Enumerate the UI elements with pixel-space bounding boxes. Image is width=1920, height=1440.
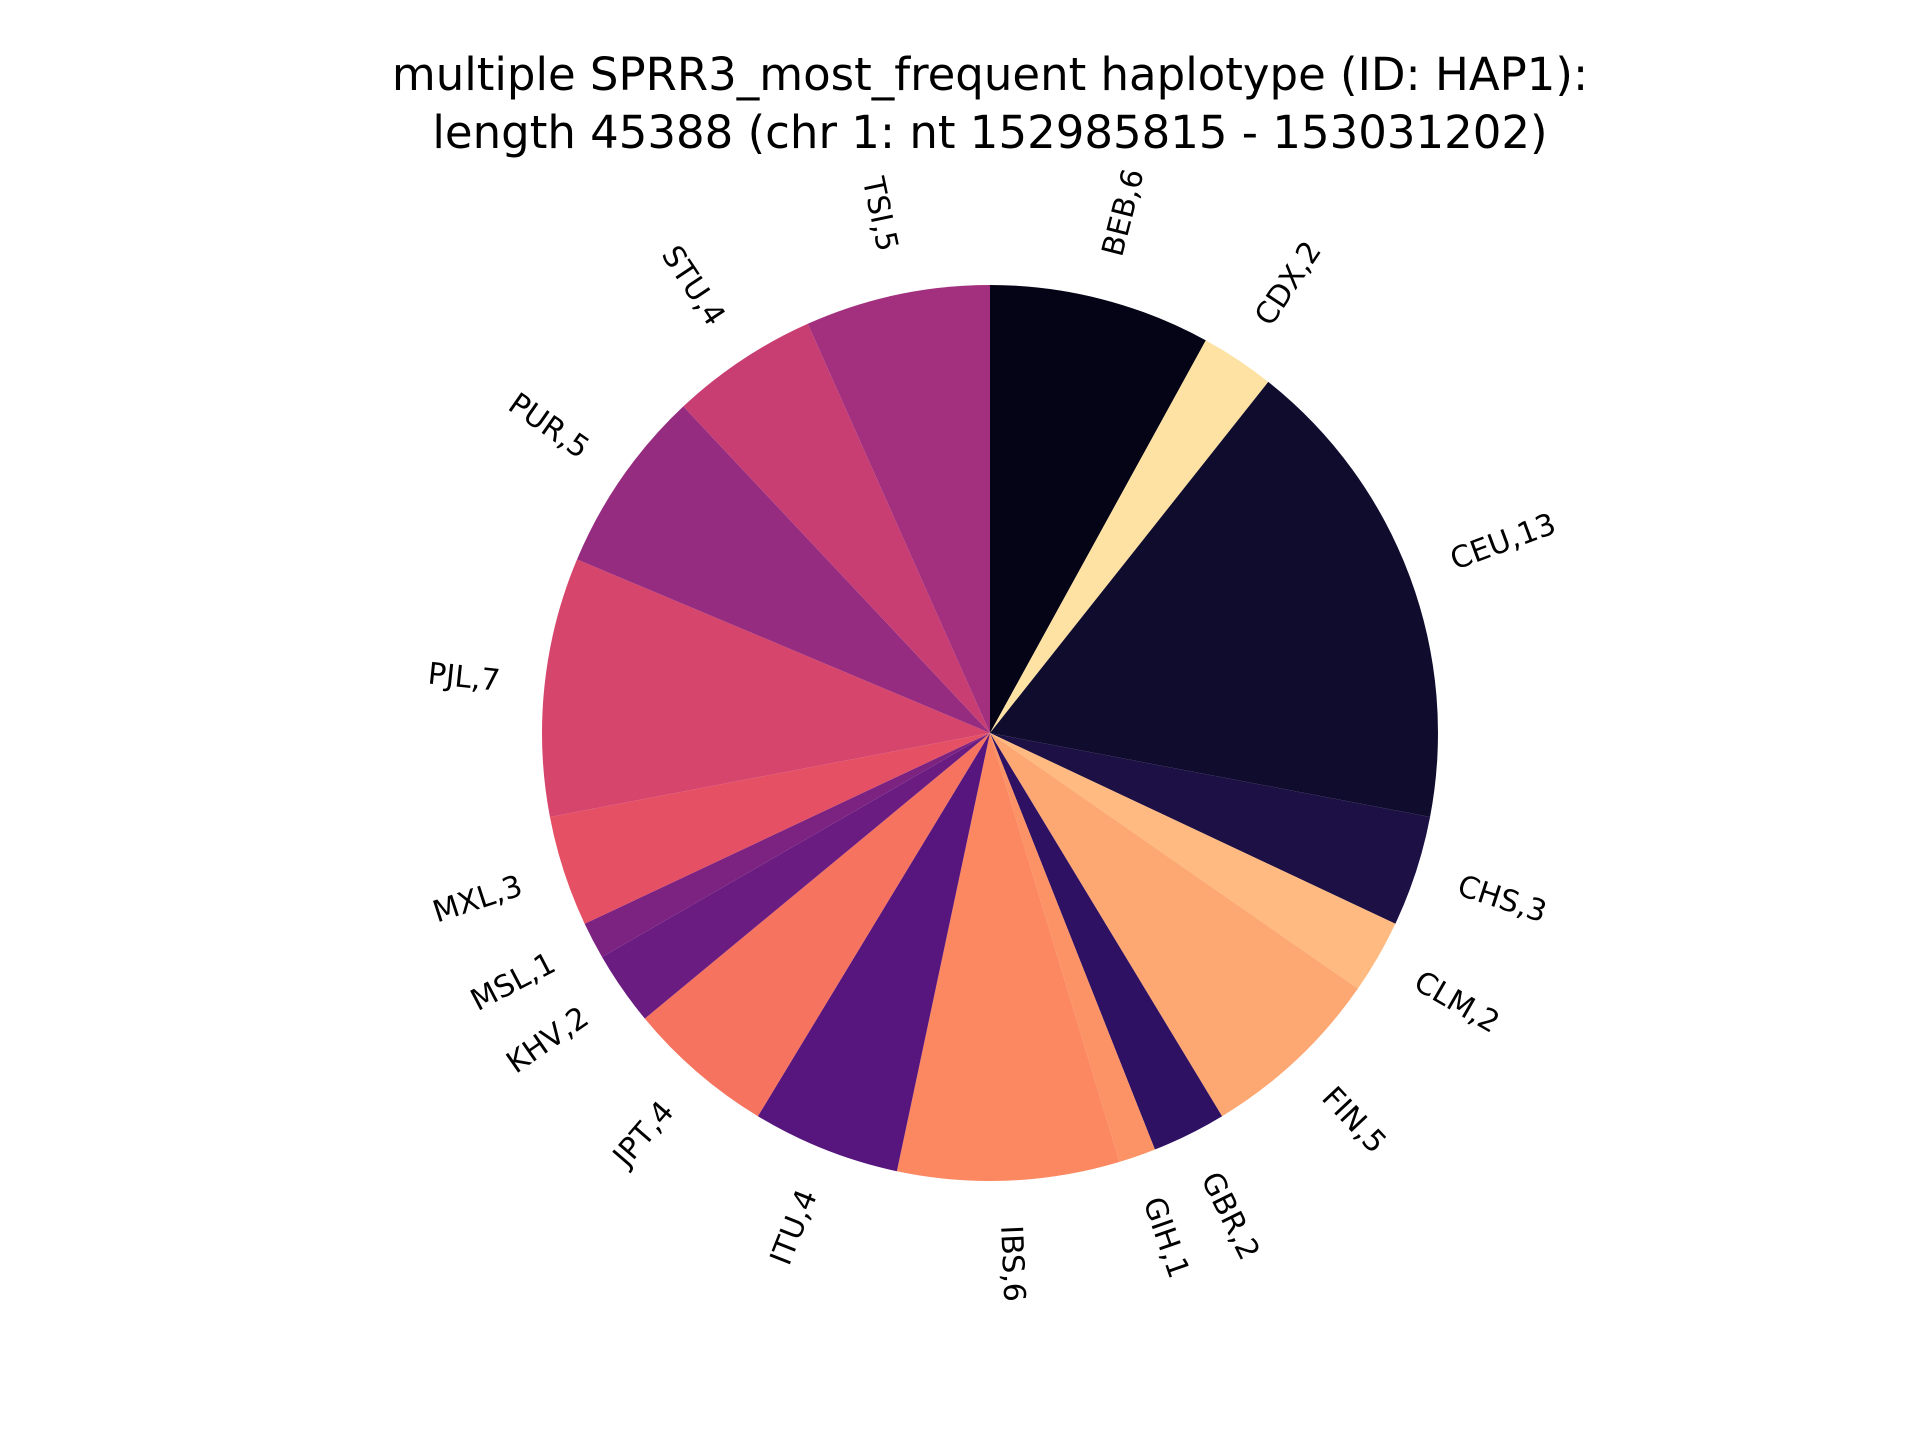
- pie-slice-jpt: [644, 733, 990, 1117]
- pie-slice-pur: [577, 406, 990, 733]
- pie-slice-fin: [990, 733, 1358, 1117]
- pie-slice-pjl: [542, 559, 990, 817]
- pie-label-ibs: IBS,6: [993, 1225, 1031, 1303]
- pie-slice-gih: [990, 733, 1155, 1162]
- chart-title-line-2: length 45388 (chr 1: nt 152985815 - 1530…: [432, 106, 1547, 159]
- pie-slice-clm: [990, 733, 1396, 989]
- pie-slice-tsi: [807, 285, 990, 733]
- pie-slices: [542, 285, 1438, 1182]
- pie-slice-khv: [602, 733, 990, 1019]
- pie-slice-gbr: [990, 733, 1223, 1150]
- chart-title-line-1: multiple SPRR3_most_frequent haplotype (…: [392, 48, 1588, 101]
- pie-slice-stu: [683, 323, 990, 733]
- pie-slice-cdx: [990, 340, 1269, 733]
- pie-slice-chs: [990, 733, 1431, 924]
- pie-label-pjl: PJL,7: [426, 657, 502, 699]
- pie-slice-ibs: [896, 733, 1120, 1182]
- pie-slice-mxl: [549, 733, 990, 924]
- pie-slice-itu: [757, 733, 990, 1172]
- pie-slice-ceu: [990, 381, 1438, 817]
- pie-slice-msl: [584, 733, 990, 957]
- pie-slice-beb: [990, 285, 1206, 733]
